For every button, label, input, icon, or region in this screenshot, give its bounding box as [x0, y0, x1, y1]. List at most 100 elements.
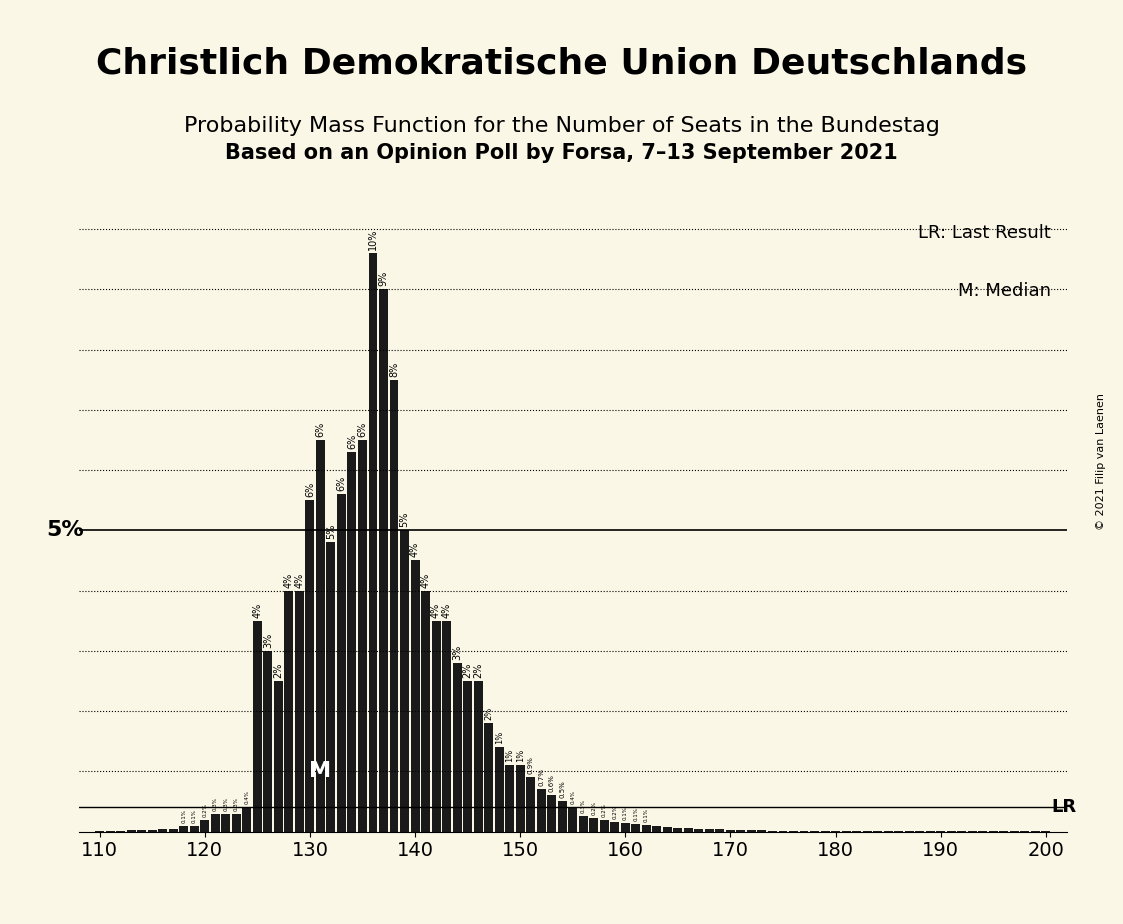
Text: 4%: 4%: [420, 572, 430, 588]
Bar: [527, 777, 536, 832]
Text: 5%: 5%: [400, 512, 410, 528]
Text: 2%: 2%: [273, 663, 283, 678]
Text: 0.6%: 0.6%: [549, 774, 555, 793]
Bar: [547, 796, 556, 832]
Bar: [578, 816, 587, 832]
Bar: [442, 621, 451, 832]
Bar: [621, 823, 630, 832]
Bar: [368, 253, 377, 832]
Text: 0.3%: 0.3%: [212, 796, 218, 810]
Text: 4%: 4%: [294, 572, 304, 588]
Text: 0.2%: 0.2%: [602, 803, 606, 817]
Bar: [400, 530, 409, 832]
Bar: [295, 590, 304, 832]
Bar: [148, 830, 157, 832]
Text: 0.1%: 0.1%: [643, 808, 649, 822]
Bar: [725, 830, 734, 832]
Bar: [211, 813, 220, 832]
Bar: [705, 829, 714, 832]
Bar: [421, 590, 430, 832]
Bar: [590, 819, 599, 832]
Bar: [663, 827, 672, 832]
Text: 10%: 10%: [368, 229, 378, 250]
Bar: [347, 452, 356, 832]
Text: Probability Mass Function for the Number of Seats in the Bundestag: Probability Mass Function for the Number…: [183, 116, 940, 136]
Bar: [684, 828, 693, 832]
Text: 4%: 4%: [253, 602, 263, 617]
Text: 6%: 6%: [357, 421, 367, 437]
Text: 0.7%: 0.7%: [538, 769, 545, 786]
Text: 0.9%: 0.9%: [528, 757, 533, 774]
Text: 5%: 5%: [326, 524, 336, 540]
Text: 4%: 4%: [410, 542, 420, 557]
Bar: [631, 824, 640, 832]
Text: © 2021 Filip van Laenen: © 2021 Filip van Laenen: [1096, 394, 1106, 530]
Text: 0.1%: 0.1%: [192, 808, 197, 822]
Bar: [200, 820, 209, 832]
Bar: [558, 801, 567, 832]
Text: 0.3%: 0.3%: [223, 796, 228, 810]
Text: 6%: 6%: [305, 482, 314, 497]
Bar: [494, 748, 503, 832]
Bar: [168, 829, 177, 832]
Bar: [253, 621, 262, 832]
Text: 0.2%: 0.2%: [591, 801, 596, 815]
Bar: [610, 821, 619, 832]
Bar: [463, 681, 472, 832]
Bar: [737, 830, 746, 832]
Text: 3%: 3%: [453, 645, 462, 660]
Text: 4%: 4%: [441, 602, 451, 617]
Text: 0.4%: 0.4%: [245, 791, 249, 805]
Text: 4%: 4%: [431, 602, 441, 617]
Bar: [390, 380, 399, 832]
Bar: [337, 494, 346, 832]
Bar: [243, 808, 252, 832]
Bar: [768, 831, 777, 832]
Bar: [327, 542, 336, 832]
Bar: [158, 829, 167, 832]
Bar: [715, 830, 724, 832]
Text: 3%: 3%: [263, 633, 273, 648]
Text: 9%: 9%: [378, 271, 389, 286]
Text: 0.5%: 0.5%: [559, 781, 565, 798]
Bar: [358, 440, 367, 832]
Text: LR: LR: [1051, 798, 1076, 817]
Text: 0.1%: 0.1%: [633, 808, 638, 821]
Text: 2%: 2%: [463, 663, 473, 678]
Bar: [505, 765, 514, 832]
Text: 0.2%: 0.2%: [612, 805, 618, 819]
Bar: [305, 500, 314, 832]
Bar: [642, 825, 651, 832]
Bar: [758, 831, 766, 832]
Bar: [537, 789, 546, 832]
Text: 1%: 1%: [515, 749, 524, 762]
Bar: [484, 723, 493, 832]
Text: 6%: 6%: [347, 433, 357, 449]
Text: M: Median: M: Median: [958, 282, 1051, 300]
Bar: [411, 561, 420, 832]
Text: 4%: 4%: [284, 572, 294, 588]
Bar: [274, 681, 283, 832]
Text: 0.1%: 0.1%: [623, 806, 628, 820]
Bar: [180, 825, 189, 832]
Text: 5%: 5%: [46, 520, 84, 541]
Bar: [453, 663, 462, 832]
Text: 1%: 1%: [494, 731, 503, 744]
Bar: [474, 681, 483, 832]
Bar: [600, 821, 609, 832]
Bar: [515, 765, 524, 832]
Bar: [284, 590, 293, 832]
Text: 8%: 8%: [389, 361, 399, 377]
Bar: [264, 650, 272, 832]
Bar: [137, 830, 146, 832]
Text: M: M: [309, 761, 331, 782]
Bar: [127, 831, 136, 832]
Bar: [747, 830, 756, 832]
Bar: [431, 621, 440, 832]
Text: 1%: 1%: [505, 749, 514, 762]
Text: 2%: 2%: [484, 707, 493, 720]
Bar: [316, 440, 325, 832]
Text: 0.3%: 0.3%: [234, 796, 239, 810]
Text: 6%: 6%: [316, 421, 326, 437]
Bar: [190, 825, 199, 832]
